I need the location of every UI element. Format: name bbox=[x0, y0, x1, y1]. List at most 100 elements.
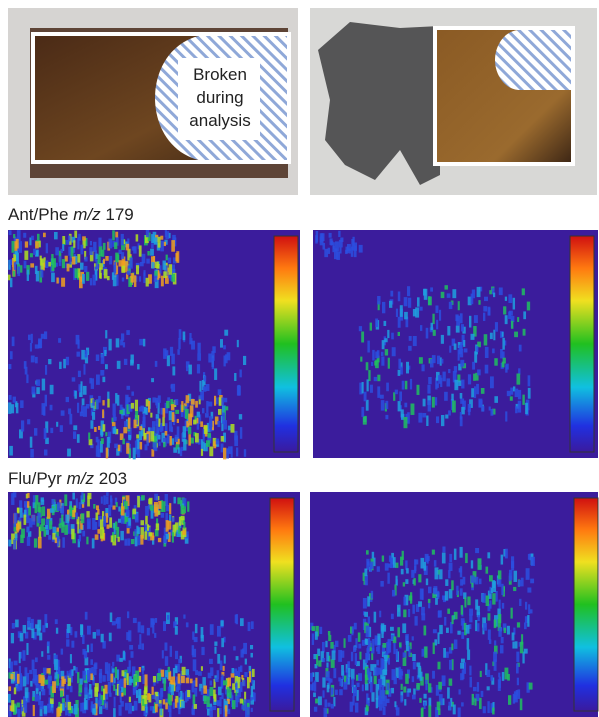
heatmap-speck bbox=[425, 554, 429, 562]
heatmap-speck bbox=[180, 447, 183, 451]
heatmap-speck bbox=[186, 678, 189, 684]
heatmap-speck bbox=[407, 412, 410, 424]
heatmap-speck bbox=[63, 359, 66, 368]
heatmap-speck bbox=[102, 675, 105, 682]
heatmap-speck bbox=[117, 275, 119, 286]
heatmap-speck bbox=[376, 698, 378, 708]
heatmap-speck bbox=[410, 592, 412, 604]
heatmap-speck bbox=[168, 671, 171, 680]
heatmap-speck bbox=[329, 233, 332, 238]
heatmap-speck bbox=[406, 568, 409, 573]
heatmap-speck bbox=[501, 584, 503, 595]
heatmap-speck bbox=[166, 520, 169, 532]
heatmap-speck bbox=[155, 361, 158, 367]
heatmap-speck bbox=[155, 704, 158, 712]
mass: 203 bbox=[99, 469, 127, 488]
heatmap-speck bbox=[57, 536, 60, 541]
heatmap-speck bbox=[401, 409, 404, 417]
page: Broken during analysis Ant/Phe m/z 179 F… bbox=[0, 0, 599, 717]
heatmap-speck bbox=[113, 415, 116, 422]
color-scale bbox=[274, 236, 298, 452]
heatmap-speck bbox=[443, 648, 446, 658]
heatmap-speck bbox=[367, 341, 369, 353]
heatmap-speck bbox=[494, 640, 496, 645]
heatmap-speck bbox=[96, 437, 99, 443]
heatmap-speck bbox=[62, 537, 64, 547]
heatmap-speck bbox=[505, 297, 507, 301]
heatmap-speck bbox=[475, 577, 479, 585]
heatmap-speck bbox=[458, 301, 460, 310]
heatmap-speck bbox=[418, 601, 422, 607]
heatmap-speck bbox=[451, 580, 454, 590]
heatmap-speck bbox=[479, 579, 481, 585]
heatmap-speck bbox=[79, 502, 82, 509]
heatmap-speck bbox=[10, 351, 13, 359]
heatmap-speck bbox=[24, 515, 27, 525]
heatmap-speck bbox=[29, 670, 32, 674]
heatmap-speck bbox=[61, 249, 63, 253]
heatmap-speck bbox=[186, 366, 188, 371]
heatmap-speck bbox=[483, 623, 487, 631]
heatmap-speck bbox=[113, 685, 115, 691]
heatmap-speck bbox=[188, 365, 192, 375]
heatmap-speck bbox=[488, 307, 491, 316]
heatmap-speck bbox=[165, 670, 168, 677]
heatmap-speck bbox=[164, 679, 166, 691]
heatmap-speck bbox=[236, 656, 239, 660]
heatmap-speck bbox=[377, 386, 380, 397]
heatmap-speck bbox=[385, 690, 388, 694]
heatmap-speck bbox=[331, 241, 334, 246]
heatmap-speck bbox=[61, 278, 65, 287]
heatmap-speck bbox=[441, 359, 443, 364]
heatmap-speck bbox=[474, 351, 477, 362]
heatmap-speck bbox=[118, 537, 120, 542]
heatmap-speck bbox=[42, 379, 45, 391]
heatmap-speck bbox=[521, 634, 523, 644]
heatmap-speck bbox=[68, 409, 71, 415]
heatmap-speck bbox=[133, 618, 137, 623]
heatmap-speck bbox=[109, 518, 112, 528]
heatmap-speck bbox=[45, 525, 48, 529]
heatmap-speck bbox=[181, 701, 185, 708]
heatmap-speck bbox=[80, 245, 83, 255]
heatmap-speck bbox=[438, 610, 442, 617]
heatmap-speck bbox=[401, 684, 403, 690]
heatmap-speck bbox=[449, 346, 451, 353]
heatmap-speck bbox=[469, 615, 472, 623]
heatmap-speck bbox=[251, 708, 253, 712]
heatmap-speck bbox=[81, 350, 85, 360]
heatmap-speck bbox=[376, 660, 378, 666]
heatmap-speck bbox=[101, 497, 103, 504]
heatmap-speck bbox=[39, 633, 42, 641]
heatmap-speck bbox=[13, 254, 16, 261]
heatmap-speck bbox=[84, 257, 87, 262]
heatmap-speck bbox=[225, 705, 228, 716]
heatmap-speck bbox=[172, 517, 174, 522]
heatmap-speck bbox=[484, 297, 488, 301]
heatmap-speck bbox=[90, 241, 92, 245]
heatmap-speck bbox=[51, 273, 55, 282]
heatmap-speck bbox=[385, 349, 388, 355]
heatmap-speck bbox=[479, 400, 483, 407]
heatmap-speck bbox=[385, 415, 388, 419]
heatmap-speck bbox=[143, 339, 145, 347]
heatmap-speck bbox=[458, 708, 461, 717]
heatmap-speck bbox=[500, 645, 503, 653]
heatmap-speck bbox=[451, 394, 453, 401]
heatmap-speck bbox=[241, 649, 244, 657]
heatmap-speck bbox=[407, 286, 410, 296]
heatmap-speck bbox=[366, 362, 369, 370]
heatmap-speck bbox=[525, 602, 527, 610]
heatmap-speck bbox=[144, 695, 147, 704]
heatmap-speck bbox=[87, 626, 91, 635]
heatmap-speck bbox=[217, 670, 219, 679]
heatmap-speck bbox=[244, 449, 246, 457]
heatmap-speck bbox=[460, 412, 462, 420]
heatmap-speck bbox=[505, 549, 508, 559]
heatmap-speck bbox=[11, 633, 14, 643]
heatmap-speck bbox=[408, 346, 412, 351]
heatmap-speck bbox=[206, 440, 210, 447]
heatmap-speck bbox=[86, 537, 88, 545]
heatmap-speck bbox=[16, 403, 19, 413]
heatmap-speck bbox=[178, 664, 180, 672]
